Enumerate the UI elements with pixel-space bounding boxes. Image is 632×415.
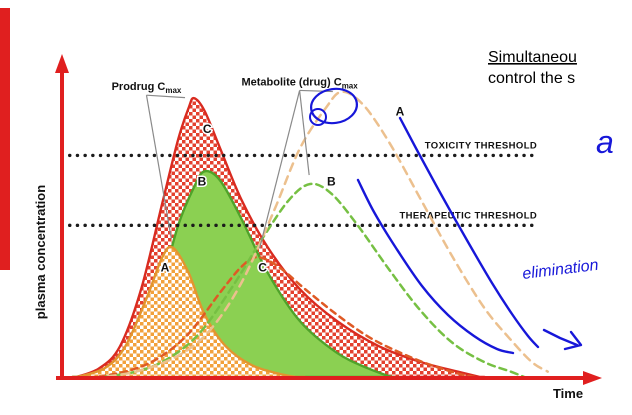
threshold-label: TOXICITY THRESHOLD	[425, 140, 537, 151]
curve-metabolite-C	[87, 255, 486, 380]
cmax-leader-line	[299, 90, 310, 176]
note-line-1: Simultaneou	[488, 49, 577, 66]
ink-circle-scribble	[310, 87, 358, 125]
axes: plasma concentration Time	[0, 8, 602, 401]
cmax-leader-line	[145, 95, 172, 239]
curve-letter-prodrug-A: A	[161, 260, 170, 274]
ink-stroke	[542, 328, 579, 347]
note-line-2: control the s	[488, 70, 575, 87]
curve-letter-prodrug-C: C	[203, 122, 212, 136]
note-text: Simultaneou control the s	[488, 49, 577, 87]
ink-stroke	[563, 330, 583, 351]
ink-elimination-label: elimination	[521, 257, 599, 283]
cmax-leader-line	[299, 89, 333, 93]
curve-metabolite-A	[92, 90, 550, 380]
curve-letter-metabolite-A: A	[396, 105, 405, 119]
cmax-labels-layer: Prodrug Cmax Metabolite (drug) Cmax	[112, 76, 359, 95]
cmax-label: Prodrug Cmax	[112, 81, 182, 95]
curve-metabolite-B	[92, 182, 528, 380]
threshold-label: THERAPEUTIC THRESHOLD	[399, 210, 537, 221]
curve-letter-prodrug-B: B	[198, 175, 207, 189]
dashed-curves-layer	[87, 90, 550, 380]
ink-stroke	[356, 178, 515, 355]
curve-letter-metabolite-C: C	[258, 260, 267, 274]
y-axis-arrow	[55, 54, 69, 73]
curve-letters-layer: C B A C B A	[159, 103, 406, 276]
cmax-leader-line	[146, 94, 186, 99]
curve-letter-metabolite-B: B	[327, 175, 336, 189]
x-axis-arrow	[583, 371, 602, 385]
leader-lines-layer	[145, 89, 333, 249]
ink-letter-a: a	[596, 124, 614, 160]
slide-edge-red-bar	[0, 8, 10, 270]
cmax-label: Metabolite (drug) Cmax	[241, 76, 358, 90]
curve-prodrug-A	[71, 245, 307, 380]
thresholds-layer: TOXICITY THRESHOLD THERAPEUTIC THRESHOLD	[60, 140, 539, 228]
x-axis-label: Time	[553, 386, 583, 401]
solid-curves-layer	[71, 96, 486, 380]
y-axis-label: plasma concentration	[33, 185, 48, 319]
ink-loop	[309, 108, 327, 126]
ink-stroke	[398, 116, 540, 349]
cmax-leader-line	[258, 90, 301, 249]
ink-annotations-layer: elimination a	[309, 87, 614, 355]
